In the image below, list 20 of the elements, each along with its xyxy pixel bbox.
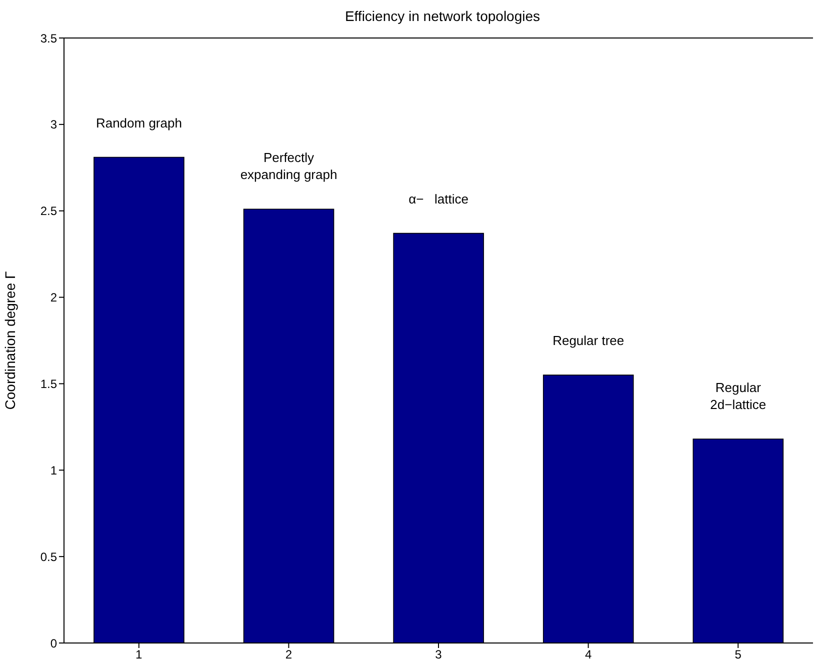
y-tick-label: 1 (50, 463, 58, 478)
annotation: Perfectly expanding graph (240, 150, 338, 182)
y-axis-title: Coordination degree Γ (2, 270, 18, 410)
y-tick-label: 0 (50, 636, 58, 650)
y-tick-label: 3 (50, 118, 58, 132)
chart-title: Efficiency in network topologies (344, 8, 542, 24)
y-tick-label: 1.5 (40, 376, 58, 391)
x-tick-label: 4 (584, 648, 592, 662)
y-tick-label: 3.5 (40, 31, 58, 46)
y-tick-label: 2 (50, 290, 58, 305)
annotation: Random graph (96, 115, 182, 130)
y-tick-label: 0.5 (40, 550, 58, 564)
x-tick-label: 2 (285, 648, 292, 662)
annotation: Regular 2d−lattice (710, 380, 766, 412)
y-tick-label: 2.5 (40, 204, 58, 218)
x-tick-label: 3 (435, 648, 442, 662)
x-tick-label: 1 (136, 648, 143, 662)
annotation: α− lattice (408, 191, 469, 206)
x-tick-label: 5 (734, 648, 742, 662)
annotation: Regular tree (552, 333, 624, 348)
